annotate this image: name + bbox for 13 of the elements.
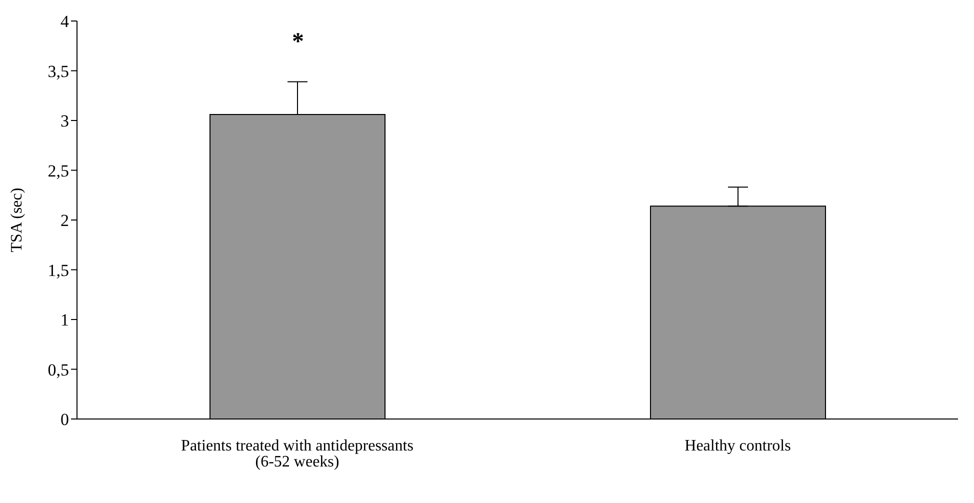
y-tick-label: 1 <box>60 310 69 330</box>
y-tick-label: 3,5 <box>48 62 69 81</box>
y-tick-label: 2 <box>60 211 69 230</box>
annotation: * <box>292 29 304 55</box>
y-tick-label: 0,5 <box>48 360 69 380</box>
x-tick-label: Healthy controls <box>684 437 791 454</box>
y-tick-label: 0 <box>60 410 69 430</box>
y-axis-title: TSA (sec) <box>8 188 26 252</box>
y-tick-label: 2,5 <box>48 161 69 180</box>
x-tick-label: Patients treated with antidepressants (6-52 weeks) <box>181 437 414 470</box>
y-tick-label: 3 <box>60 112 69 131</box>
y-tick-label: 4 <box>60 12 70 32</box>
y-tick-label: 1,5 <box>48 260 69 280</box>
